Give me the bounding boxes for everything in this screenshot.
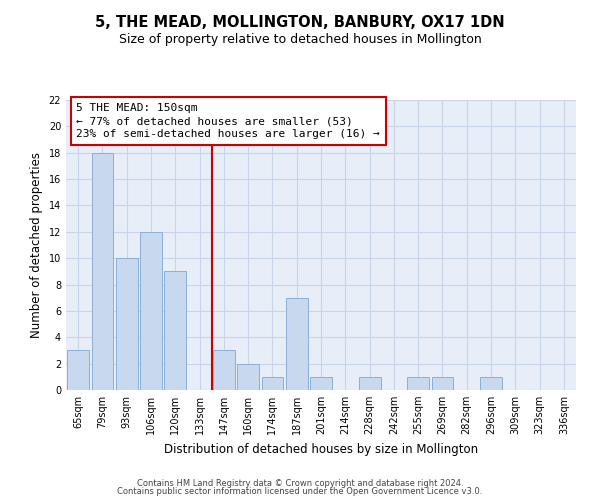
- Bar: [164, 272, 186, 390]
- Text: Size of property relative to detached houses in Mollington: Size of property relative to detached ho…: [119, 32, 481, 46]
- Bar: [407, 377, 429, 390]
- Bar: [213, 350, 235, 390]
- Bar: [140, 232, 162, 390]
- Text: 5, THE MEAD, MOLLINGTON, BANBURY, OX17 1DN: 5, THE MEAD, MOLLINGTON, BANBURY, OX17 1…: [95, 15, 505, 30]
- Text: 5 THE MEAD: 150sqm
← 77% of detached houses are smaller (53)
23% of semi-detache: 5 THE MEAD: 150sqm ← 77% of detached hou…: [76, 103, 380, 140]
- Bar: [262, 377, 283, 390]
- Bar: [359, 377, 380, 390]
- Text: Contains HM Land Registry data © Crown copyright and database right 2024.: Contains HM Land Registry data © Crown c…: [137, 478, 463, 488]
- Bar: [116, 258, 137, 390]
- Bar: [286, 298, 308, 390]
- Bar: [67, 350, 89, 390]
- Bar: [480, 377, 502, 390]
- Bar: [237, 364, 259, 390]
- Bar: [431, 377, 454, 390]
- Bar: [91, 152, 113, 390]
- Y-axis label: Number of detached properties: Number of detached properties: [30, 152, 43, 338]
- Text: Contains public sector information licensed under the Open Government Licence v3: Contains public sector information licen…: [118, 487, 482, 496]
- X-axis label: Distribution of detached houses by size in Mollington: Distribution of detached houses by size …: [164, 442, 478, 456]
- Bar: [310, 377, 332, 390]
